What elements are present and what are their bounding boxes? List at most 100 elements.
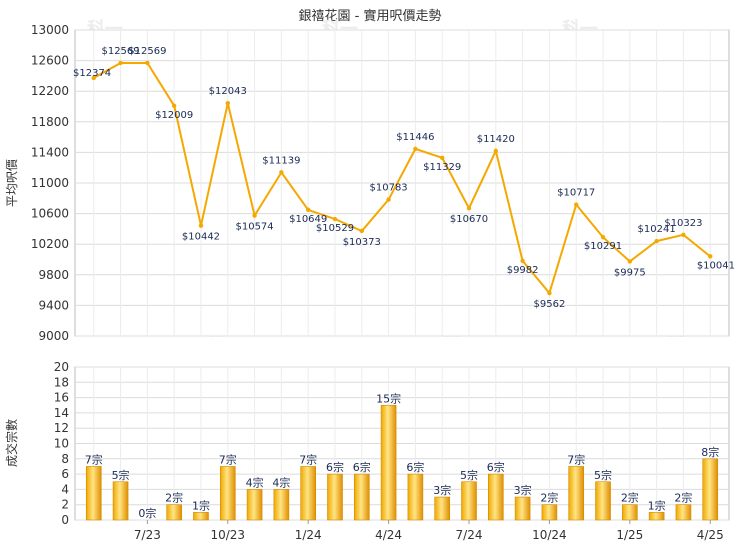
price-point [627, 259, 633, 264]
volume-y-tick-label: 4 [61, 482, 69, 496]
volume-y-axis-title: 成交宗數 [4, 419, 19, 467]
volume-data-label: 3宗 [514, 483, 532, 497]
x-tick-label: 1/25 [616, 528, 643, 542]
volume-y-tick-label: 6 [61, 467, 69, 481]
volume-bar [407, 473, 424, 521]
price-data-label: $11446 [396, 132, 434, 143]
volume-data-label: 6宗 [326, 460, 344, 474]
price-data-label: $9982 [507, 265, 539, 276]
volume-bar [488, 473, 504, 521]
volume-bar [675, 504, 692, 521]
volume-bar [461, 481, 477, 521]
volume-bar [112, 481, 129, 521]
volume-y-tick-label: 8 [61, 452, 69, 466]
volume-bar [327, 473, 343, 521]
volume-bar [193, 512, 209, 521]
price-point [118, 60, 123, 66]
price-y-tick-label: 10200 [31, 237, 69, 251]
volume-bar [353, 473, 370, 521]
volume-data-label: 6宗 [353, 460, 371, 474]
price-point [600, 235, 606, 240]
volume-data-label: 5宗 [112, 468, 130, 482]
price-data-label: $10323 [664, 218, 702, 229]
x-axis-ticks: 7/23 10/23 1/24 4/24 7/24 10/24 1/25 4/25 [134, 520, 724, 542]
volume-data-label: 8宗 [701, 445, 719, 459]
volume-data-label: 7宗 [567, 452, 585, 466]
chart-title: 銀禧花園 - 實用呎價走勢 [299, 8, 442, 24]
price-data-label: $10670 [450, 214, 488, 225]
price-point [225, 101, 230, 106]
price-point [681, 232, 686, 237]
volume-data-label: 5宗 [594, 468, 612, 482]
price-data-label: $10373 [343, 237, 381, 248]
price-y-tick-label: 13000 [31, 23, 69, 37]
price-data-label: $12569 [128, 46, 166, 57]
price-y-tick-label: 12600 [31, 54, 69, 68]
price-data-label: $10241 [638, 224, 676, 235]
price-grid [75, 29, 729, 337]
x-tick-label: 4/24 [375, 528, 402, 542]
volume-data-label: 1宗 [648, 498, 666, 512]
price-data-label: $9562 [534, 299, 566, 310]
price-y-tick-label: 11400 [31, 145, 69, 159]
volume-bar [219, 466, 236, 521]
volume-data-label: 2宗 [674, 491, 692, 505]
volume-bar [702, 458, 719, 521]
price-point [654, 238, 659, 244]
price-y-axis-title: 平均呎價 [5, 159, 19, 207]
volume-data-label: 2宗 [165, 491, 183, 505]
price-y-tick-label: 11000 [31, 176, 69, 190]
volume-data-label: 4宗 [272, 475, 290, 489]
volume-bar [166, 504, 182, 521]
price-data-labels: $12374 $12569$12569 $12009 $10442 $12043 $105… [73, 46, 735, 310]
price-point [305, 207, 311, 213]
price-y-tick-label: 9800 [38, 268, 69, 282]
price-point [359, 228, 364, 234]
price-y-tick-label: 12200 [31, 84, 69, 98]
price-point [413, 146, 418, 152]
price-data-label: $11329 [423, 162, 461, 173]
price-data-label: $10041 [697, 260, 735, 271]
volume-data-label: 7宗 [219, 452, 237, 466]
volume-bar [434, 496, 451, 521]
volume-data-label: 1宗 [192, 498, 210, 512]
volume-bar [541, 504, 558, 521]
volume-bar [380, 404, 397, 521]
price-data-label: $10783 [370, 183, 408, 194]
volume-y-tick-label: 12 [54, 421, 69, 435]
volume-y-tick-label: 14 [54, 406, 69, 420]
price-data-label: $10574 [235, 222, 273, 233]
volume-data-label: 6宗 [406, 460, 424, 474]
volume-data-label: 7宗 [85, 452, 103, 466]
price-line [93, 62, 711, 296]
price-point [574, 202, 579, 207]
price-point [466, 206, 472, 211]
volume-y-tick-label: 16 [54, 391, 69, 405]
price-point [708, 254, 713, 259]
price-point [386, 197, 391, 202]
volume-y-tick-label: 2 [61, 498, 69, 512]
volume-data-labels: 7宗 5宗 0宗 2宗 1宗 7宗 4宗 4宗 7宗 6宗 6宗 15宗 6宗 3宗 5宗 6宗 3宗 2宗 7宗 5… [85, 391, 719, 520]
price-data-label: $10649 [289, 214, 327, 225]
price-point [279, 170, 284, 175]
volume-bars [85, 404, 719, 521]
price-data-label: $10529 [316, 223, 354, 234]
volume-bar [595, 481, 611, 521]
price-y-tick-label: 9400 [38, 298, 69, 312]
volume-bar [648, 512, 665, 521]
volume-data-label: 15宗 [376, 391, 401, 405]
price-point [171, 103, 177, 109]
price-point [547, 290, 552, 296]
price-data-label: $12569 [101, 46, 139, 57]
volume-y-tick-label: 10 [54, 437, 69, 451]
volume-bar [568, 466, 585, 521]
price-data-label: $10717 [557, 188, 595, 199]
x-tick-label: 4/25 [697, 528, 724, 542]
volume-y-tick-label: 20 [54, 360, 69, 374]
volume-bar [514, 496, 531, 521]
price-y-tick-label: 9000 [38, 329, 69, 343]
volume-bar [246, 489, 263, 521]
